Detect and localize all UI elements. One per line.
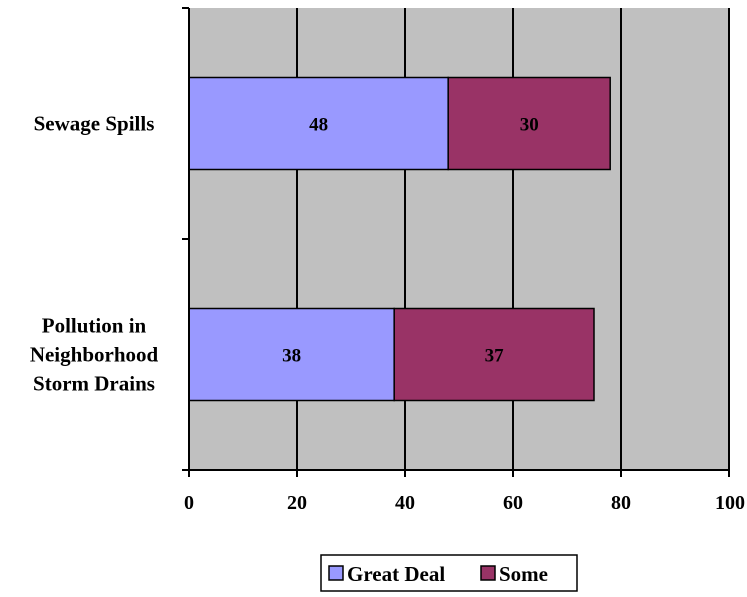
x-tick-label: 60	[503, 492, 523, 514]
category-label: Sewage Spills	[34, 112, 155, 136]
x-tick-label: 80	[611, 492, 631, 514]
legend-label-some: Some	[499, 562, 548, 586]
data-label: 37	[485, 346, 505, 367]
legend-swatch-great-deal	[328, 565, 344, 581]
category-label-line: Storm Drains	[33, 372, 155, 396]
x-tick-label: 40	[395, 492, 415, 514]
data-label: 48	[309, 115, 328, 136]
legend-swatch-some	[480, 565, 496, 581]
data-label: 30	[520, 115, 539, 136]
bar-some-1	[393, 307, 595, 402]
legend-box	[320, 554, 578, 592]
category-label: Pollution in Neighborhood Storm Drains	[30, 314, 159, 396]
x-tick-label: 100	[715, 492, 745, 514]
legend-label-great-deal: Great Deal	[347, 562, 445, 586]
category-labels: Sewage Spills Pollution in Neighborhood Sto…	[30, 112, 159, 396]
category-label-line: Sewage Spills	[34, 112, 155, 136]
x-tick-label: 20	[287, 492, 307, 514]
data-label: 38	[282, 346, 301, 367]
bars: 48 30 38 37	[188, 76, 611, 402]
category-label-line: Pollution in	[42, 314, 147, 338]
legend: Great Deal Some	[320, 554, 578, 592]
x-tick-label: 0	[184, 492, 194, 514]
category-label-line: Neighborhood	[30, 343, 159, 367]
bar-some-0	[447, 76, 611, 171]
x-tick-labels: 0 20 40 60 80 100	[184, 492, 745, 514]
axes	[182, 7, 730, 477]
